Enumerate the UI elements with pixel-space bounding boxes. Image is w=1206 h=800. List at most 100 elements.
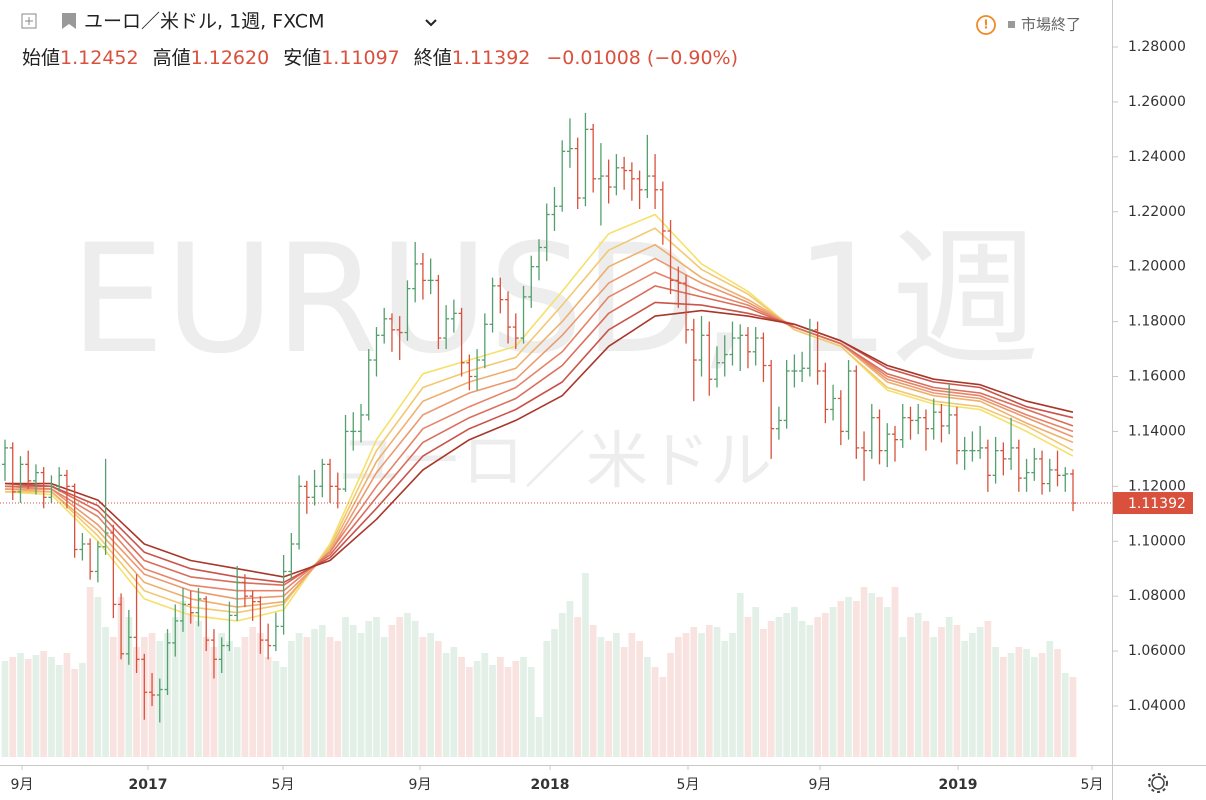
volume-bar bbox=[465, 667, 473, 757]
y-tick-label: 1.18000 bbox=[1128, 314, 1186, 330]
status-dot bbox=[1008, 21, 1015, 28]
volume-bar bbox=[473, 661, 481, 757]
volume-bar bbox=[264, 657, 272, 757]
volume-bar bbox=[311, 629, 318, 757]
y-tick-label: 1.22000 bbox=[1128, 204, 1186, 220]
volume-bar bbox=[999, 657, 1007, 757]
volume-bar bbox=[109, 637, 117, 757]
volume-bar bbox=[814, 617, 821, 757]
change: −0.01008 (−0.90%) bbox=[546, 47, 738, 69]
volume-bar bbox=[558, 613, 566, 757]
volume-bar bbox=[450, 647, 458, 757]
bar-layer bbox=[0, 112, 1112, 723]
quote-line: 始値1.12452 高値1.12620 安値1.11097 終値1.11392 −0.0… bbox=[22, 47, 738, 69]
volume-bar bbox=[280, 667, 287, 757]
volume-bar bbox=[829, 607, 837, 757]
volume-bar bbox=[527, 667, 535, 757]
volume-bar bbox=[1054, 649, 1061, 757]
volume-bar bbox=[930, 637, 938, 757]
quote-label: 安値 bbox=[283, 47, 321, 69]
moving-average bbox=[4, 301, 1074, 584]
volume-bar bbox=[729, 633, 736, 757]
volume-bar bbox=[481, 653, 489, 757]
last-price-label: 1.11392 bbox=[1128, 496, 1186, 512]
volume-bar bbox=[543, 641, 551, 757]
volume-bar bbox=[1046, 641, 1054, 757]
volume-bar bbox=[705, 625, 713, 757]
volume-bar bbox=[984, 621, 992, 757]
volume-bar bbox=[458, 657, 465, 757]
volume-bar bbox=[1038, 653, 1046, 757]
volume-bar bbox=[125, 617, 133, 757]
volume-bar bbox=[1, 661, 9, 757]
x-tick-label: 5月 bbox=[272, 777, 295, 793]
settings-icon[interactable] bbox=[1148, 773, 1168, 793]
expand-icon[interactable] bbox=[21, 13, 37, 29]
moving-average bbox=[4, 271, 1074, 592]
volume-bar bbox=[365, 621, 373, 757]
volume-bar bbox=[1023, 649, 1030, 757]
volume-bar bbox=[334, 641, 342, 757]
volume-bar bbox=[94, 597, 102, 757]
volume-bar bbox=[179, 601, 187, 757]
x-tick-label: 2018 bbox=[531, 777, 570, 793]
volume-bar bbox=[566, 601, 574, 757]
volume-bar bbox=[272, 661, 280, 757]
volume-bar bbox=[1061, 673, 1069, 757]
volume-bar bbox=[233, 647, 241, 757]
moving-average bbox=[5, 309, 1074, 578]
volume-bar bbox=[876, 597, 883, 757]
volume-bar bbox=[613, 633, 620, 757]
quote-value: 1.11392 bbox=[452, 47, 531, 69]
moving-average bbox=[5, 285, 1074, 587]
volume-bar bbox=[226, 641, 233, 757]
volume-bar bbox=[396, 617, 404, 757]
quote-value: 1.12620 bbox=[191, 47, 270, 69]
volume-bar bbox=[512, 661, 520, 757]
volume-bar bbox=[318, 625, 326, 757]
y-tick-label: 1.20000 bbox=[1128, 259, 1186, 275]
quote-label: 終値 bbox=[414, 47, 452, 69]
volume-bar bbox=[589, 625, 597, 757]
volume-bar bbox=[71, 669, 79, 757]
volume-bar bbox=[674, 637, 682, 757]
volume-bar bbox=[682, 633, 690, 757]
volume-bar bbox=[574, 617, 582, 757]
volume-bar bbox=[202, 637, 210, 757]
volume-bar bbox=[899, 637, 907, 757]
alert-icon[interactable] bbox=[976, 15, 996, 35]
y-tick-label: 1.10000 bbox=[1128, 533, 1186, 549]
y-tick-label: 1.08000 bbox=[1128, 588, 1186, 604]
y-tick-label: 1.16000 bbox=[1128, 369, 1186, 385]
volume-bar bbox=[852, 601, 860, 757]
volume-bar bbox=[922, 621, 930, 757]
gear-teeth bbox=[1148, 773, 1168, 793]
y-tick-label: 1.28000 bbox=[1128, 39, 1186, 55]
symbol-title[interactable]: ユーロ／米ドル, 1週, FXCM bbox=[84, 11, 324, 33]
volume-bar bbox=[752, 607, 760, 757]
volume-bar bbox=[133, 647, 140, 757]
volume-bar bbox=[821, 613, 829, 757]
volume-bar bbox=[504, 667, 512, 757]
volume-bar bbox=[427, 633, 435, 757]
volume-bar bbox=[303, 637, 311, 757]
volume-bar bbox=[9, 657, 17, 757]
volume-bar bbox=[736, 593, 744, 757]
volume-bar bbox=[953, 625, 961, 757]
volume-bar bbox=[380, 637, 388, 757]
volume-bar bbox=[907, 617, 914, 757]
volume-bar bbox=[721, 641, 729, 757]
market-status: 市場終了 bbox=[1021, 16, 1081, 34]
chevron[interactable] bbox=[425, 19, 437, 27]
volume-bar bbox=[187, 613, 195, 757]
volume-bar bbox=[210, 647, 218, 757]
volume-bar bbox=[798, 621, 806, 757]
volume-bar bbox=[326, 637, 334, 757]
volume-bar bbox=[48, 657, 55, 757]
y-tick-label: 1.12000 bbox=[1128, 478, 1186, 494]
volume-bar bbox=[55, 665, 63, 757]
volume-bar bbox=[442, 653, 450, 757]
y-tick-label: 1.04000 bbox=[1128, 698, 1186, 714]
